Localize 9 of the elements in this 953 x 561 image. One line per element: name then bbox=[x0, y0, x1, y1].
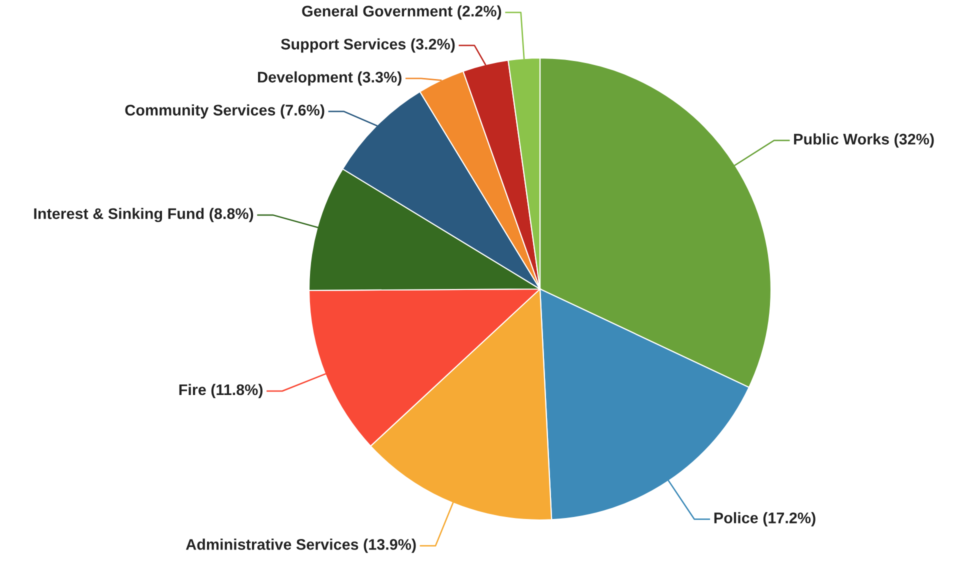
slice-label: Community Services (7.6%) bbox=[125, 104, 324, 119]
slice-label: Interest & Sinking Fund (8.8%) bbox=[34, 208, 254, 222]
slice-label: Support Services (3.2%) bbox=[280, 38, 455, 53]
slice-label: Public Works (32%) bbox=[794, 133, 934, 148]
slice-label: General Government (2.2%) bbox=[302, 5, 502, 20]
slice-label: Administrative Services (13.9%) bbox=[186, 538, 416, 553]
slice-label: Police (17.2%) bbox=[714, 512, 816, 526]
slice-label: Fire (11.8%) bbox=[179, 384, 263, 398]
slice-label: Development (3.3%) bbox=[258, 71, 402, 86]
